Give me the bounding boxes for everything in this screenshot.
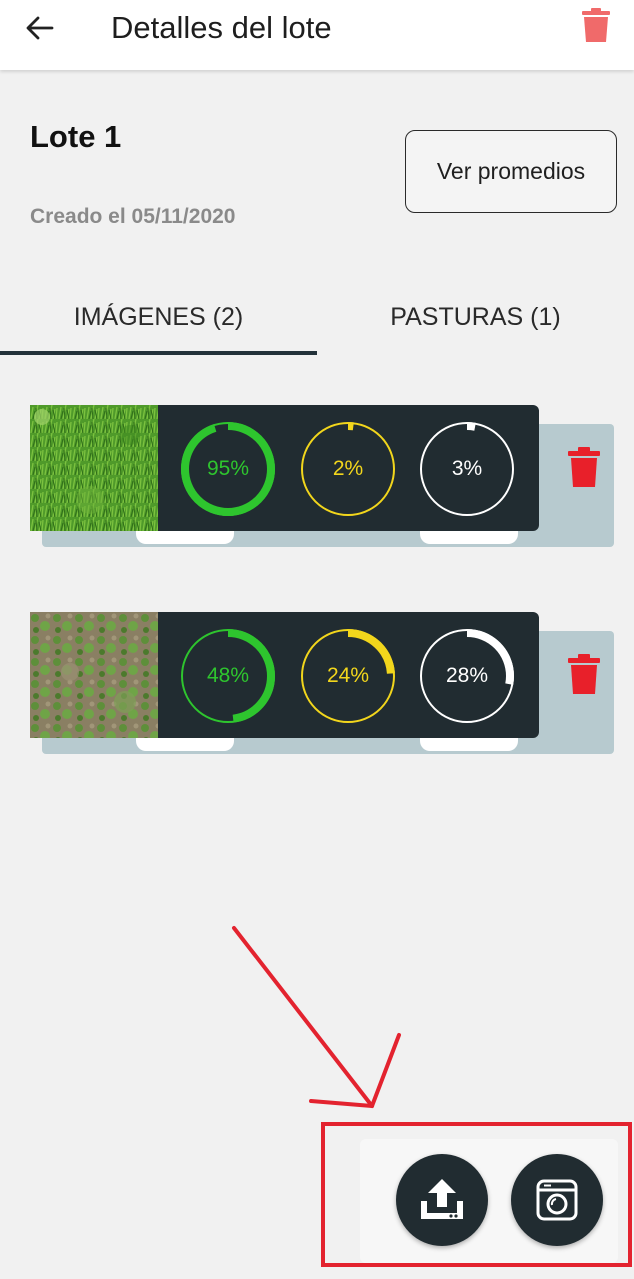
green-metric-value: 95% xyxy=(206,457,250,480)
yellow-metric-ring xyxy=(301,629,395,723)
green-metric-ring xyxy=(181,629,275,723)
trash-icon xyxy=(582,8,610,42)
camera-icon xyxy=(536,1179,578,1221)
active-tab-indicator xyxy=(0,351,317,355)
back-button[interactable] xyxy=(18,6,62,50)
yellow-metric-ring xyxy=(301,422,395,516)
image-card[interactable]: 48% 24% 28% xyxy=(30,612,539,738)
card-handle xyxy=(136,530,234,544)
green-metric-ring xyxy=(181,422,275,516)
lote-name: Lote 1 xyxy=(30,119,122,154)
image-thumbnail[interactable] xyxy=(30,612,158,738)
white-metric-value: 3% xyxy=(451,457,483,480)
camera-button[interactable] xyxy=(511,1154,603,1246)
white-metric-ring xyxy=(420,629,514,723)
green-metric-value: 48% xyxy=(206,664,250,687)
white-metric-ring xyxy=(420,422,514,516)
card-handle xyxy=(420,737,518,751)
trash-icon xyxy=(568,654,600,694)
delete-image-button[interactable] xyxy=(562,651,606,697)
white-metric-value: 28% xyxy=(445,664,489,687)
delete-image-button[interactable] xyxy=(562,444,606,490)
card-handle xyxy=(136,737,234,751)
tab-pasturas[interactable]: PASTURAS (1) xyxy=(390,303,561,331)
image-thumbnail[interactable] xyxy=(30,405,158,531)
app-bar: Detalles del lote xyxy=(0,0,634,70)
tab-imagenes[interactable]: IMÁGENES (2) xyxy=(73,303,244,331)
card-handle xyxy=(420,530,518,544)
yellow-metric-value: 2% xyxy=(332,457,364,480)
created-date: Creado el 05/11/2020 xyxy=(30,205,236,228)
page-title: Detalles del lote xyxy=(111,10,332,45)
annotation-highlight-box xyxy=(321,1122,632,1267)
upload-icon xyxy=(421,1179,463,1219)
image-card[interactable]: 95% 2% 3% xyxy=(30,405,539,531)
trash-icon xyxy=(568,447,600,487)
yellow-metric-value: 24% xyxy=(326,664,370,687)
arrow-left-icon xyxy=(26,16,54,40)
ver-promedios-button[interactable]: Ver promedios xyxy=(405,130,617,213)
upload-image-button[interactable] xyxy=(396,1154,488,1246)
delete-lote-button[interactable] xyxy=(574,2,618,48)
